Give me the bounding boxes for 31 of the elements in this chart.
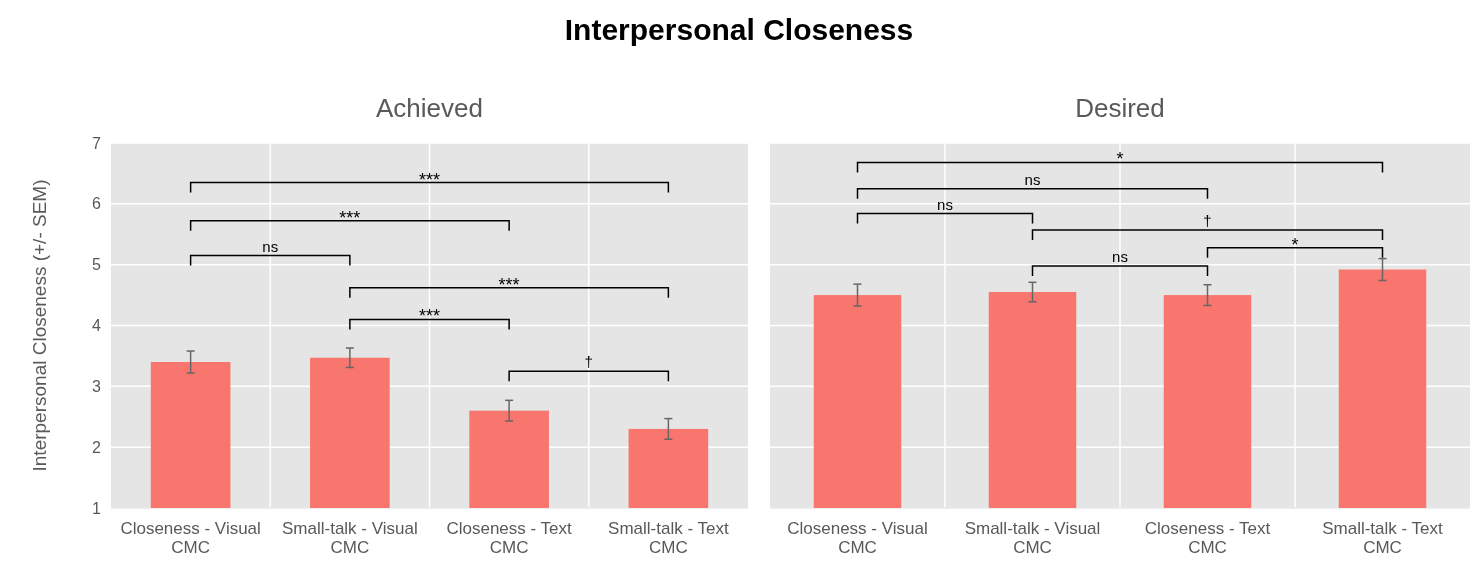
y-tick-label: 3 [92,377,102,395]
annotation: * [1116,149,1124,170]
x-tick-label: Closeness - Text CMC [1144,519,1271,557]
x-tick-label: Small-talk - Text CMC [608,519,729,557]
y-tick-label: 4 [92,317,102,335]
x-tick-label: Small-talk - Visual CMC [282,519,418,557]
x-tick-label: Closeness - Visual CMC [787,519,928,557]
annotation: *** [498,274,520,295]
annotation: * [1291,234,1299,255]
y-tick-label: 2 [92,438,102,456]
x-tick-label: Small-talk - Visual CMC [964,519,1101,557]
y-tick-label: 7 [92,134,102,152]
x-tick-label: Closeness - Visual CMC [120,519,261,557]
annotation: *** [339,207,361,228]
y-axis-title: Interpersonal Closeness (+/- SEM) [28,179,50,472]
chart-title: Interpersonal Closeness [564,13,914,46]
annotation: † [584,353,593,371]
x-tick-label: Closeness - Text CMC [446,519,573,557]
annotation: † [1203,211,1212,229]
annotation: ns [1112,247,1128,265]
annotation: ns [262,237,279,255]
annotation: ns [1024,170,1041,188]
y-tick-label: 5 [92,256,102,274]
chart-subtitle: Achieved [376,93,483,123]
y-tick-label: 6 [92,195,102,213]
y-tick-label: 1 [92,499,102,517]
annotation: *** [418,169,441,190]
x-tick-label: Small-talk - Text CMC [1322,519,1444,557]
annotation: ns [937,195,953,213]
chart-title: Desired [1075,93,1165,123]
annotation: *** [418,306,441,327]
